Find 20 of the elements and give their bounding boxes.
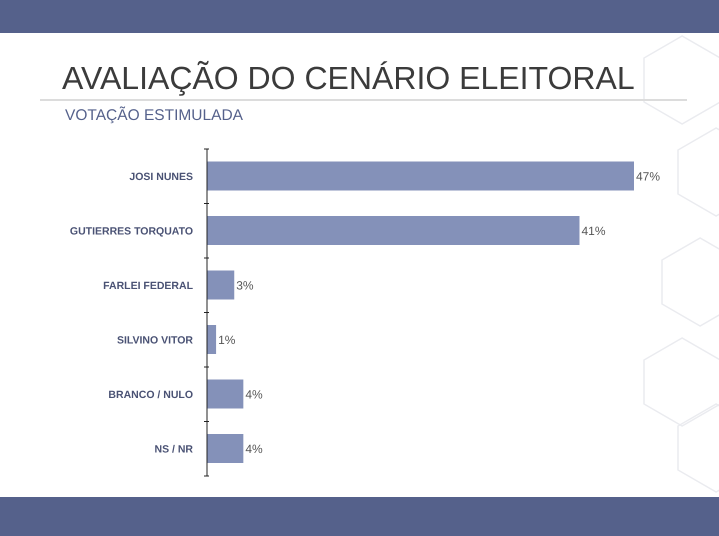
- y-tick-label: BRANCO / NULO: [108, 388, 193, 401]
- y-tick-label: SILVINO VITOR: [116, 334, 194, 346]
- bar: [207, 162, 634, 191]
- data-label: 3%: [236, 278, 254, 292]
- bar: [207, 434, 244, 464]
- bar: [207, 325, 216, 354]
- chart-subtitle: VOTAÇÃO ESTIMULADA: [65, 107, 243, 125]
- data-label: 47%: [636, 169, 660, 184]
- bar: [207, 380, 244, 409]
- data-label: 4%: [245, 442, 264, 456]
- y-tick-label: JOSI NUNES: [129, 170, 193, 183]
- data-label: 41%: [581, 224, 606, 238]
- y-tick-label: GUTIERRES TORQUATO: [70, 225, 193, 238]
- y-tick-label: NS / NR: [154, 443, 194, 456]
- data-label: 4%: [245, 387, 264, 402]
- y-tick-label: FARLEI FEDERAL: [103, 280, 194, 292]
- data-label: 1%: [218, 332, 236, 347]
- bar: [207, 270, 234, 300]
- bar: [207, 216, 580, 246]
- chart-title: AVALIAÇÃO DO CENÁRIO ELEITORAL: [62, 59, 635, 97]
